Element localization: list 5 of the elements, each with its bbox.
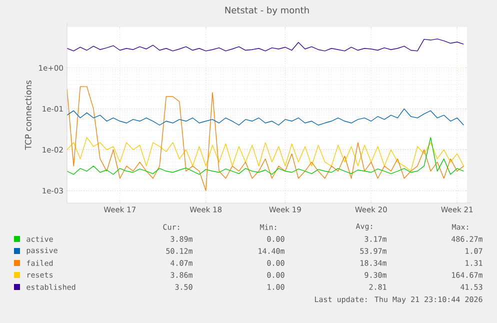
line-series bbox=[67, 38, 464, 52]
y-axis-title: TCP connections bbox=[24, 80, 32, 150]
line-series bbox=[67, 108, 464, 126]
line-series bbox=[67, 86, 464, 192]
chart-title: Netstat - by month bbox=[225, 6, 309, 16]
